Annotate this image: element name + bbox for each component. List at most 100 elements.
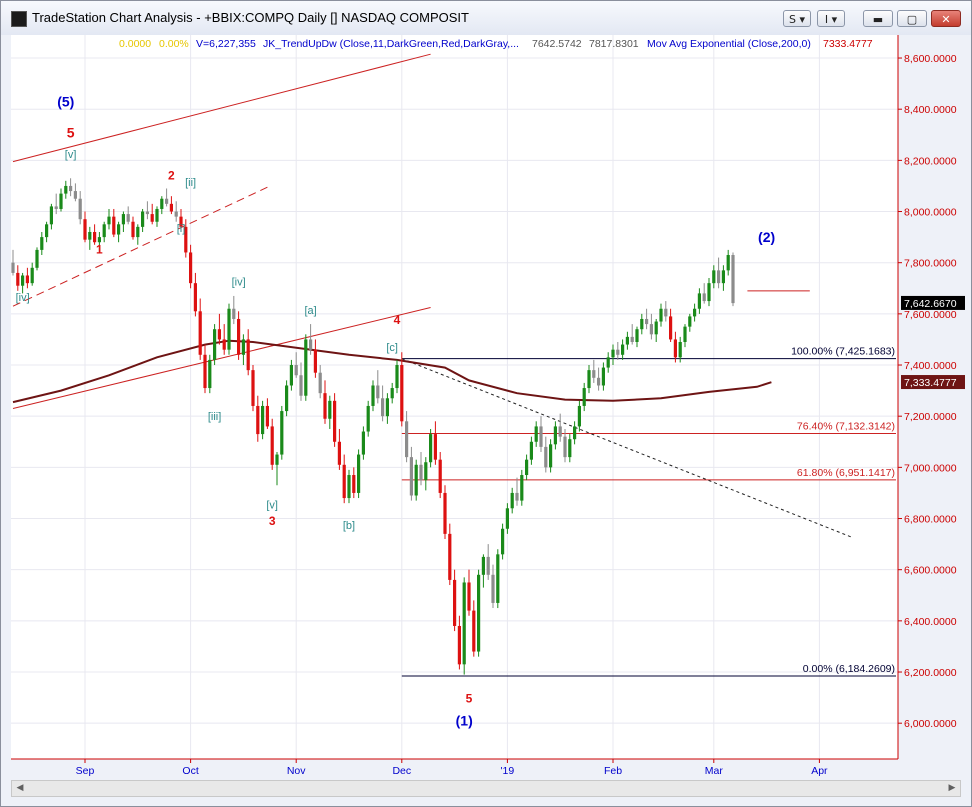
candle-body (40, 237, 44, 250)
candle (606, 352, 610, 373)
candle-body (467, 582, 471, 611)
candle-body (424, 462, 428, 481)
close-button[interactable]: ✕ (931, 10, 961, 27)
candle-body (280, 411, 284, 455)
y-tick-label: 6,000.0000 (904, 718, 957, 730)
y-tick-label: 6,200.0000 (904, 667, 957, 679)
candle (309, 324, 313, 355)
candle-body (726, 255, 730, 271)
candle-body (573, 426, 577, 440)
candle (78, 191, 82, 225)
candle-body (385, 398, 389, 417)
candle-body (409, 457, 413, 496)
candle-body (256, 405, 260, 435)
y-tick-label: 7,200.0000 (904, 411, 957, 423)
wave-label: 4 (394, 313, 401, 327)
candle (155, 206, 159, 227)
candle-body (193, 283, 197, 312)
candle (400, 352, 404, 427)
candle-body (21, 275, 25, 286)
candle-body (606, 357, 610, 368)
candle (222, 324, 226, 355)
candle (707, 278, 711, 307)
candle (577, 400, 581, 432)
style-menu-button[interactable]: S ▾ (783, 10, 811, 27)
candle (11, 249, 15, 276)
candle-body (381, 398, 385, 417)
candle (496, 549, 500, 609)
candle-body (693, 308, 697, 317)
candle (136, 224, 140, 245)
title-bar[interactable]: TradeStation Chart Analysis - +BBIX:COMP… (1, 1, 971, 35)
candle (702, 283, 706, 304)
tradestation-app-icon[interactable] (11, 11, 27, 27)
candle (174, 201, 178, 222)
wave-label: (5) (57, 94, 74, 110)
candle (409, 446, 413, 501)
candle (457, 615, 461, 670)
minimize-button[interactable]: ▬ (863, 10, 893, 27)
maximize-button[interactable]: ▢ (897, 10, 927, 27)
candle (117, 221, 121, 243)
candle (313, 339, 317, 378)
candle (448, 523, 452, 586)
candle-body (237, 318, 241, 355)
candle-body (534, 426, 538, 442)
x-tick-label: Nov (287, 765, 306, 777)
status-value-2: 0.00% (159, 38, 189, 50)
candle-body (347, 475, 351, 499)
candle-body (438, 459, 442, 493)
candle-body (69, 185, 73, 192)
candle-body (323, 393, 327, 419)
status-indicator-value-1: 7642.5742 (532, 38, 582, 50)
candle (25, 267, 29, 289)
candle-body (395, 365, 399, 389)
fib-level-label: 0.00% (6,184.2609) (803, 663, 895, 675)
price-chart[interactable]: 0.0000 0.00% V=6,227,355 JK_TrendUpDw (C… (1, 35, 971, 779)
candle (49, 203, 53, 230)
scroll-right-arrow-icon[interactable]: ▶ (948, 783, 956, 793)
candle (640, 313, 644, 335)
y-tick-label: 8,200.0000 (904, 155, 957, 167)
trend-line (12, 186, 268, 307)
candle-body (309, 339, 313, 350)
candle-body (544, 446, 548, 468)
horizontal-scrollbar[interactable]: ◀ ▶ (11, 780, 961, 797)
candle-body (88, 231, 92, 240)
candle-body (165, 198, 169, 204)
candle-body (597, 377, 601, 386)
candle (534, 421, 538, 447)
status-line: 0.0000 0.00% V=6,227,355 JK_TrendUpDw (C… (119, 38, 873, 50)
candle (16, 265, 20, 291)
candle-body (16, 272, 20, 286)
candle-body (635, 329, 639, 342)
candle (381, 385, 385, 422)
candle (361, 426, 365, 460)
candle (160, 196, 164, 215)
candle-body (625, 336, 629, 345)
y-tick-label: 6,800.0000 (904, 514, 957, 526)
wave-label: [i] (177, 223, 186, 235)
candle (275, 452, 279, 486)
status-value-1: 0.0000 (119, 38, 151, 50)
candle-body (477, 574, 481, 652)
candle-body (453, 579, 457, 626)
candle-body (371, 385, 375, 406)
candle-body (222, 339, 226, 350)
candle-body (630, 336, 634, 342)
wave-label: [a] (304, 305, 316, 317)
insert-menu-button[interactable]: I ▾ (817, 10, 845, 27)
candle-body (337, 441, 341, 465)
candle-body (213, 329, 217, 360)
fib-level-label: 100.00% (7,425.1683) (791, 346, 895, 358)
candle (227, 303, 231, 355)
scroll-left-arrow-icon[interactable]: ◀ (16, 783, 24, 793)
candle (520, 469, 524, 506)
candle (69, 178, 73, 197)
wave-label: [v] (65, 149, 77, 161)
y-tick-label: 7,400.0000 (904, 360, 957, 372)
y-axis: 6,000.0000 6,200.0000 6,400.0000 6,600.0000… (898, 53, 957, 730)
candle (333, 393, 337, 447)
candle-body (669, 316, 673, 340)
candle (486, 544, 490, 580)
